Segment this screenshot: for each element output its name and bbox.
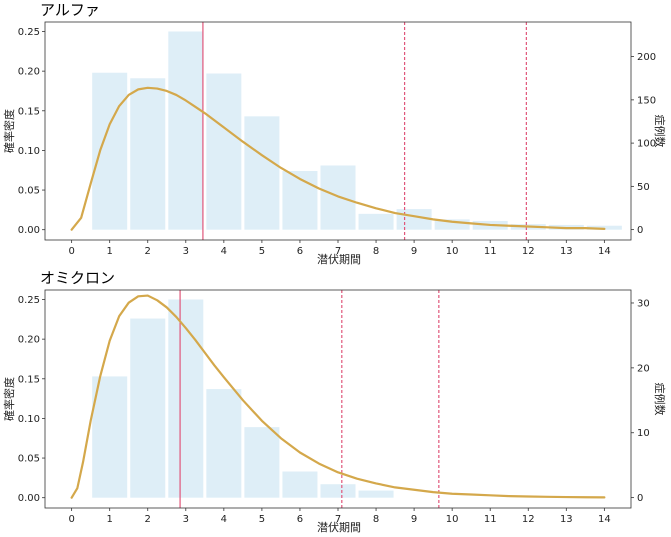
histogram-bar [206,73,242,230]
x-tick-label: 12 [522,246,535,257]
y-tick-label: 0.10 [18,414,40,425]
histogram-bar [434,219,470,230]
y-tick-label: 0.10 [18,146,40,157]
x-axis-label: 潜伏期間 [317,252,361,266]
x-tick-label: 5 [259,246,265,257]
y-axis-label: 確率密度 [2,377,16,421]
y-tick-label: 0.05 [18,186,40,197]
histogram-bar [130,318,166,498]
chart-panel-omicron: オミクロン 潜伏期間 確率密度 症例数 0 1 2 3 4 5 6 7 8 9 10 11 12 13 14… [2,269,667,534]
x-tick-label: 11 [484,514,497,525]
y-tick-label: 0.15 [18,106,40,117]
x-tick-label: 5 [259,514,265,525]
histogram-bar [282,471,318,498]
x-tick-label: 2 [145,246,151,257]
x-tick-label: 11 [484,246,497,257]
chart-title: オミクロン [40,269,115,287]
histogram-bar [396,209,432,230]
secondary-y-tick-label: 50 [637,182,650,193]
x-tick-label: 14 [598,246,611,257]
x-axis-label: 潜伏期間 [317,520,361,534]
histogram-bar [320,484,356,498]
secondary-y-axis-label: 症例数 [653,383,667,416]
histogram-bar [92,72,128,230]
histogram-bar [320,165,356,230]
x-tick-label: 4 [221,246,227,257]
y-tick-label: 0.20 [18,335,40,346]
histogram-bar [586,225,622,230]
x-tick-label: 10 [446,246,459,257]
x-tick-label: 1 [107,514,113,525]
y-tick-label: 0.05 [18,454,40,465]
x-tick-label: 13 [560,514,573,525]
chart-title: アルファ [40,1,100,19]
histogram-bar [206,389,242,498]
x-tick-label: 14 [598,514,611,525]
histogram-bar [244,427,280,498]
secondary-y-axis-label: 症例数 [653,115,667,148]
histogram-bar [358,490,394,498]
x-tick-label: 9 [411,514,417,525]
histogram-bar [282,171,318,230]
secondary-y-tick-label: 100 [637,139,656,150]
x-tick-label: 8 [373,246,379,257]
secondary-y-tick-label: 200 [637,52,656,63]
x-tick-label: 6 [297,514,303,525]
x-tick-label: 3 [183,246,189,257]
y-tick-label: 0.20 [18,67,40,78]
secondary-y-tick-label: 20 [637,363,650,374]
x-tick-label: 6 [297,246,303,257]
histogram-bar [130,78,166,230]
secondary-y-tick-label: 0 [637,225,643,236]
x-tick-label: 2 [145,514,151,525]
y-axis-label: 確率密度 [2,109,16,153]
x-tick-label: 12 [522,514,535,525]
secondary-y-tick-label: 30 [637,298,650,309]
y-tick-label: 0.25 [18,295,40,306]
secondary-y-tick-label: 150 [637,95,656,106]
y-tick-label: 0.25 [18,27,40,38]
x-tick-label: 3 [183,514,189,525]
density-curve [70,294,606,499]
x-tick-label: 8 [373,514,379,525]
x-tick-label: 13 [560,246,573,257]
x-tick-label: 7 [335,514,341,525]
secondary-y-tick-label: 10 [637,428,650,439]
y-tick-label: 0.00 [18,225,40,236]
x-tick-label: 0 [68,514,74,525]
x-tick-label: 10 [446,514,459,525]
x-tick-label: 9 [411,246,417,257]
chart-panel-alpha: アルファ 潜伏期間 確率密度 症例数 0 1 2 3 4 5 6 7 8 9 10 11 12 13 140… [2,1,667,266]
x-tick-label: 4 [221,514,227,525]
x-tick-label: 1 [107,246,113,257]
y-tick-label: 0.15 [18,374,40,385]
histogram-bar [92,376,128,498]
histogram-bar [244,116,280,230]
density-curve [70,86,606,231]
y-tick-label: 0.00 [18,493,40,504]
x-tick-label: 0 [68,246,74,257]
histogram-bar [168,299,204,498]
x-tick-label: 7 [335,246,341,257]
histogram-bar [358,213,394,230]
secondary-y-tick-label: 0 [637,493,643,504]
histogram-bar [168,31,204,230]
